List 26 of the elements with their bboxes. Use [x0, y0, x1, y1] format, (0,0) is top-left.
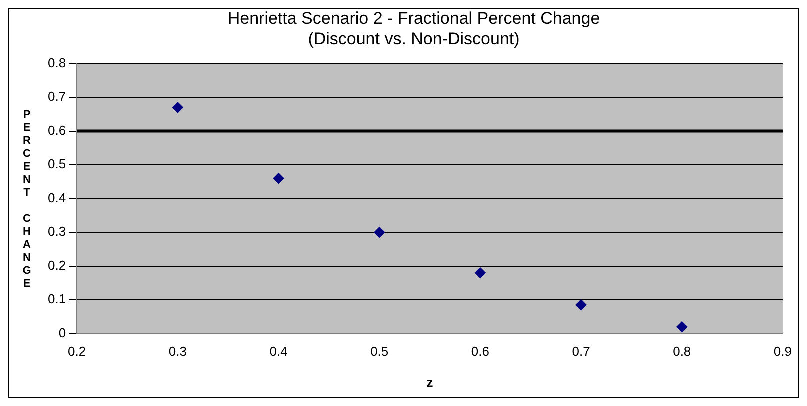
y-tick-label: 0.8	[48, 55, 66, 70]
point	[474, 268, 486, 279]
point	[172, 102, 184, 114]
y-tick-label: 0.2	[48, 258, 66, 273]
y-tick-label: 0.5	[48, 156, 66, 172]
y-tick-label: 0.1	[48, 292, 66, 307]
x-tick-label: 0.4	[270, 344, 288, 360]
x-axis-title: z	[426, 374, 434, 390]
y-tick-label: 0.3	[48, 224, 66, 240]
x-tick-label: 0.7	[572, 344, 590, 360]
x-tick-label: 0.6	[471, 344, 490, 360]
x-tick-label: 0.2	[68, 344, 86, 360]
y-tick-label: 0	[58, 325, 66, 340]
x-tick-label: 0.9	[774, 344, 792, 360]
y-tick-label: 0.6	[48, 122, 66, 138]
point	[374, 227, 386, 238]
chart-title: Henrietta Scenario 2 - Fractional Percent Change (Discount vs. Non-Discount)	[228, 8, 600, 48]
x-tick-label: 0.8	[673, 344, 692, 360]
x-tick-label: 0.3	[168, 344, 187, 360]
y-tick-label: 0.7	[48, 89, 66, 104]
y-tick-label: 0.4	[48, 190, 66, 206]
point	[273, 173, 284, 184]
point	[676, 322, 688, 333]
text: PERCENT CHANGE	[22, 109, 32, 290]
point	[576, 300, 587, 311]
x-tick-label: 0.5	[370, 344, 389, 360]
